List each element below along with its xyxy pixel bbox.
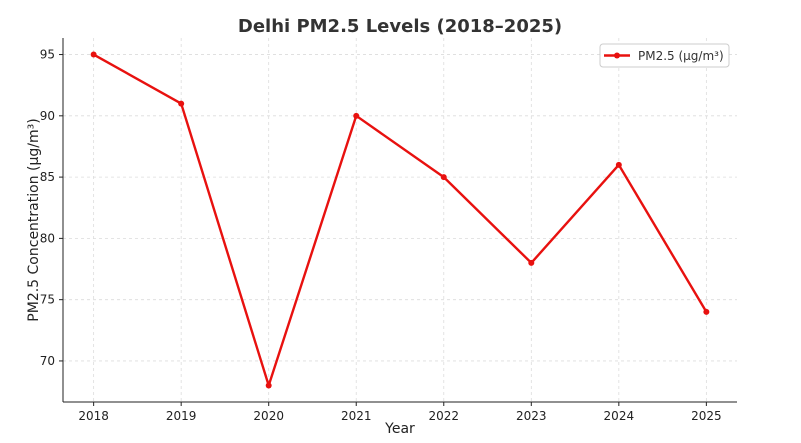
series-group <box>90 51 710 389</box>
data-point-2025 <box>703 308 710 315</box>
data-point-2024 <box>615 161 622 168</box>
y-tick-label: 70 <box>40 354 55 368</box>
data-point-2023 <box>528 259 535 266</box>
y-tick-label: 85 <box>40 170 55 184</box>
x-tick-label: 2025 <box>691 409 722 423</box>
x-tick-label: 2023 <box>516 409 547 423</box>
legend-marker-swatch <box>614 52 620 59</box>
data-point-2018 <box>90 51 97 58</box>
y-tick-label: 95 <box>40 48 55 62</box>
x-tick-label: 2022 <box>428 409 459 423</box>
x-tick-label: 2020 <box>253 409 284 423</box>
y-tick-label: 80 <box>40 231 55 245</box>
axes <box>62 38 737 403</box>
legend: PM2.5 (µg/m³) <box>599 43 730 68</box>
gridlines <box>63 38 737 402</box>
data-point-2022 <box>440 174 447 181</box>
x-axis-ticks: 2018 2019 2020 2021 2022 2023 2024 2025 <box>78 402 722 423</box>
y-tick-label: 90 <box>40 109 55 123</box>
y-axis-ticks: 70 75 80 85 90 95 <box>40 48 63 368</box>
x-tick-label: 2024 <box>604 409 635 423</box>
x-tick-label: 2019 <box>166 409 197 423</box>
x-tick-label: 2018 <box>78 409 109 423</box>
data-point-2021 <box>353 112 360 119</box>
legend-box <box>599 43 730 68</box>
x-axis-label: Year <box>384 421 415 437</box>
data-point-2020 <box>265 382 272 389</box>
y-axis-label: PM2.5 Concentration (µg/m³) <box>26 118 42 321</box>
series-line-pm25 <box>93 53 708 387</box>
chart-title: Delhi PM2.5 Levels (2018–2025) <box>238 16 562 37</box>
data-point-2019 <box>178 100 185 107</box>
legend-entry-label: PM2.5 (µg/m³) <box>638 49 724 63</box>
y-tick-label: 75 <box>40 293 55 307</box>
x-tick-label: 2021 <box>341 409 372 423</box>
